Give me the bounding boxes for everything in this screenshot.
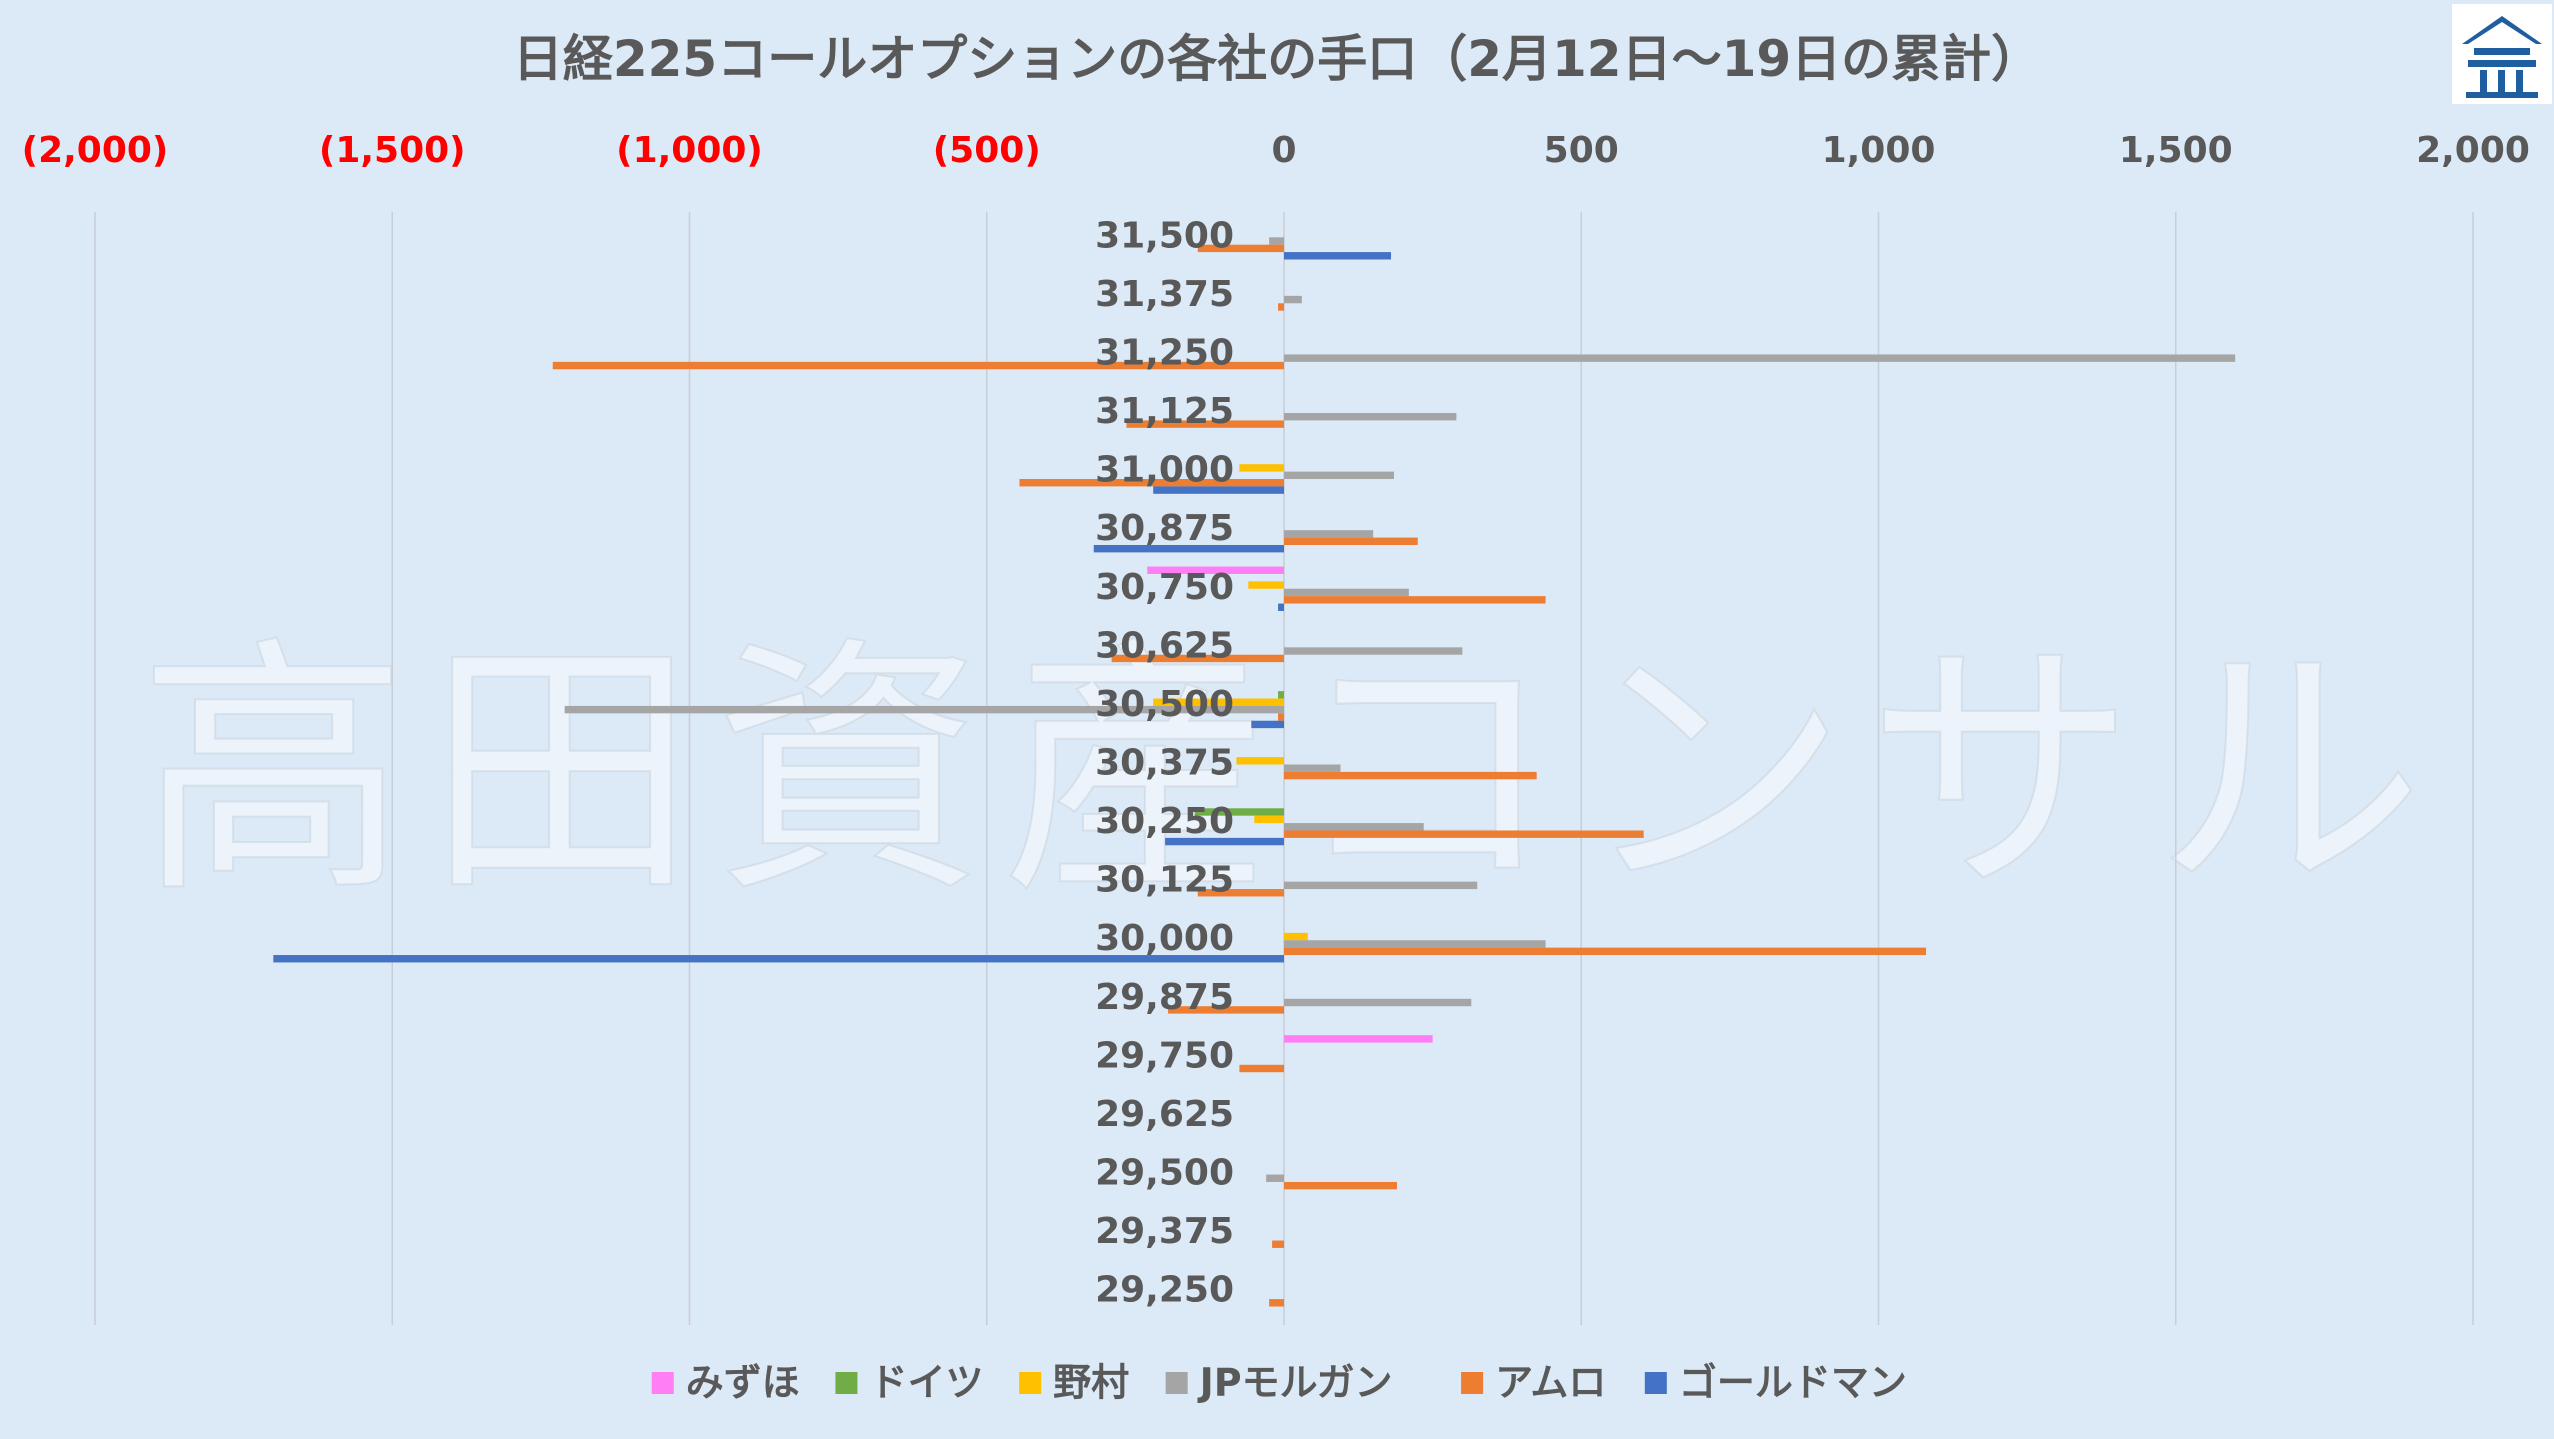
category-label: 30,750 xyxy=(1095,567,1234,608)
category-label: 30,125 xyxy=(1095,860,1234,901)
bar xyxy=(1272,1240,1284,1248)
bar xyxy=(1168,1006,1284,1014)
bar xyxy=(1239,464,1284,472)
logo-icon xyxy=(2452,4,2552,104)
bar xyxy=(1111,654,1284,663)
category-label: 29,750 xyxy=(1095,1035,1234,1076)
legend-label: ドイツ xyxy=(869,1361,983,1405)
bar xyxy=(1126,420,1284,428)
bar xyxy=(1194,808,1284,816)
legend-swatch xyxy=(1644,1372,1667,1394)
category-label: 29,250 xyxy=(1095,1270,1234,1311)
bar xyxy=(1284,932,1308,941)
category-label: 31,375 xyxy=(1095,274,1234,315)
x-tick-label: 2,000 xyxy=(2416,130,2530,171)
x-tick-label: (1,000) xyxy=(616,130,763,171)
legend-swatch xyxy=(1019,1372,1042,1394)
bar xyxy=(1284,940,1546,948)
bar xyxy=(1278,713,1284,721)
bar xyxy=(1284,295,1302,304)
bar xyxy=(1284,588,1409,597)
category-label: 31,500 xyxy=(1095,215,1234,256)
bar xyxy=(1284,947,1927,956)
category-label: 30,875 xyxy=(1095,508,1234,549)
bar xyxy=(1266,1174,1284,1182)
category-label: 29,375 xyxy=(1095,1211,1234,1252)
bar xyxy=(1278,691,1284,699)
bar xyxy=(1284,830,1644,838)
legend-swatch xyxy=(835,1372,858,1394)
legend-label: ゴールドマン xyxy=(1679,1361,1907,1405)
bar xyxy=(1284,823,1424,831)
category-label: 30,000 xyxy=(1095,918,1234,959)
bar xyxy=(1248,581,1284,589)
bar xyxy=(1236,757,1284,765)
bar xyxy=(1278,303,1284,311)
category-label: 29,500 xyxy=(1095,1153,1234,1194)
x-tick-label: (500) xyxy=(933,130,1041,171)
bar xyxy=(1284,252,1392,260)
bar xyxy=(1153,486,1284,494)
bar xyxy=(1284,764,1341,772)
bar xyxy=(1284,1181,1397,1190)
x-tick-label: 500 xyxy=(1544,130,1619,171)
category-label: 29,625 xyxy=(1095,1094,1234,1135)
bar xyxy=(1284,596,1546,604)
bar xyxy=(1278,603,1284,611)
x-tick-label: 0 xyxy=(1271,130,1296,171)
bar xyxy=(1147,566,1284,574)
bars-group xyxy=(273,237,2236,1307)
bar xyxy=(1251,720,1284,729)
category-label: 30,250 xyxy=(1095,801,1234,842)
bar xyxy=(1284,530,1374,538)
legend-label: JPモルガン xyxy=(1197,1361,1393,1405)
bar xyxy=(1284,771,1537,780)
bar xyxy=(1153,698,1284,706)
bar xyxy=(1284,881,1478,890)
legend-swatch xyxy=(1165,1372,1188,1394)
legend: みずほ ドイツ 野村 JPモルガン アムロ ゴールドマン xyxy=(651,1361,1907,1405)
bar xyxy=(1284,354,2236,362)
bar xyxy=(1197,244,1284,253)
bar xyxy=(1284,1035,1433,1043)
legend-swatch xyxy=(651,1372,674,1394)
watermark: 高田資産コンサル xyxy=(138,614,2442,929)
x-tick-labels: (2,000) (1,500) (1,000) (500) 0 500 1,000 1,500… xyxy=(22,130,2530,171)
bar xyxy=(273,955,1285,963)
bar xyxy=(1165,837,1284,846)
category-label: 31,125 xyxy=(1095,391,1234,432)
category-label: 31,000 xyxy=(1095,450,1234,491)
category-label: 31,250 xyxy=(1095,332,1234,373)
chart-title: 日経225コールオプションの各社の手口（2月12日～19日の累計） xyxy=(513,30,2041,88)
bar xyxy=(1284,647,1463,655)
bar xyxy=(564,705,1284,714)
x-tick-label: 1,000 xyxy=(1822,130,1936,171)
x-tick-label: (2,000) xyxy=(22,130,169,171)
category-label: 30,500 xyxy=(1095,684,1234,725)
legend-label: アムロ xyxy=(1495,1361,1606,1405)
category-label: 29,875 xyxy=(1095,977,1234,1018)
bar xyxy=(552,361,1284,370)
bar xyxy=(1093,544,1284,553)
bar xyxy=(1284,413,1457,421)
category-labels: 31,500 31,375 31,250 31,125 31,000 30,875 30,7… xyxy=(1095,215,1234,1310)
x-tick-label: (1,500) xyxy=(319,130,466,171)
bar xyxy=(1239,1064,1284,1073)
bar xyxy=(1254,815,1284,824)
bar xyxy=(1284,471,1394,480)
bar xyxy=(1269,1299,1284,1307)
x-tick-label: 1,500 xyxy=(2119,130,2233,171)
category-label: 30,625 xyxy=(1095,625,1234,666)
legend-swatch xyxy=(1461,1372,1484,1394)
bar xyxy=(1269,237,1284,245)
bar xyxy=(1284,537,1418,545)
legend-label: みずほ xyxy=(686,1361,800,1405)
bar xyxy=(1197,889,1284,897)
category-label: 30,375 xyxy=(1095,743,1234,784)
bar xyxy=(1284,998,1472,1007)
bar xyxy=(1019,479,1284,487)
legend-label: 野村 xyxy=(1053,1361,1129,1405)
